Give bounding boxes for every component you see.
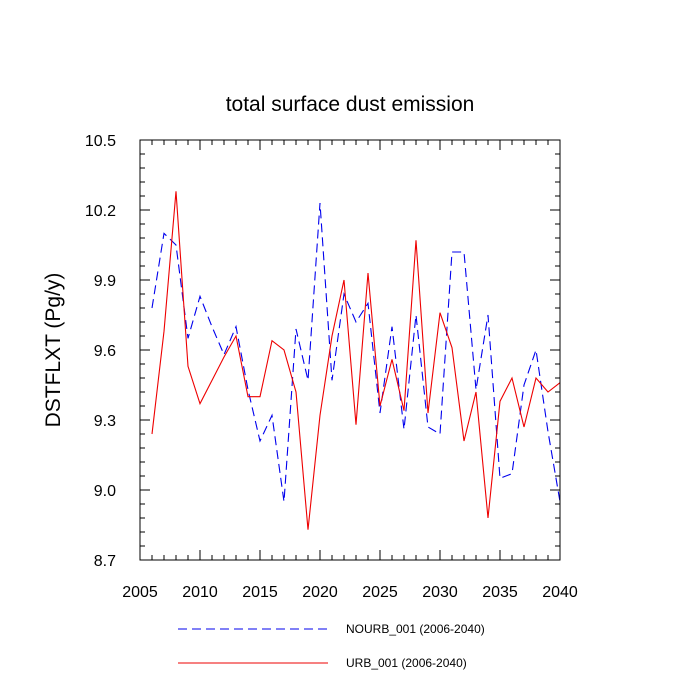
x-tick-label: 2020 <box>302 584 338 601</box>
y-tick-labels: 8.7 9.0 9.3 9.6 9.9 10.2 10.5 <box>85 133 116 570</box>
x-tick-label: 2040 <box>542 584 578 601</box>
x-tick-label: 2010 <box>182 584 218 601</box>
y-axis-label: DSTFLXT (Pg/y) <box>42 273 65 428</box>
x-tick-label: 2025 <box>362 584 398 601</box>
legend-label-urb: URB_001 (2006-2040) <box>346 656 467 670</box>
x-tick-labels: 2005 2010 2015 2020 2025 2030 2035 2040 <box>122 584 578 601</box>
legend-label-nourb: NOURB_001 (2006-2040) <box>346 622 485 636</box>
plot-frame <box>139 139 561 561</box>
y-tick-label: 9.9 <box>94 273 116 290</box>
x-tick-label: 2035 <box>482 584 518 601</box>
x-tick-label: 2015 <box>242 584 278 601</box>
chart-title: total surface dust emission <box>226 93 475 116</box>
series-line-nourb <box>151 202 561 502</box>
x-tick-label: 2030 <box>422 584 458 601</box>
x-tick-label: 2005 <box>122 584 158 601</box>
y-tick-label: 9.0 <box>94 483 116 500</box>
y-tick-label: 9.3 <box>94 413 116 430</box>
legend: NOURB_001 (2006-2040) URB_001 (2006-2040… <box>178 622 485 670</box>
y-tick-label: 9.6 <box>94 343 116 360</box>
y-tick-label: 8.7 <box>94 553 116 570</box>
series-line-urb <box>151 191 561 530</box>
y-tick-label: 10.2 <box>85 203 116 220</box>
plot-lines <box>151 191 561 530</box>
y-tick-label: 10.5 <box>85 133 116 150</box>
